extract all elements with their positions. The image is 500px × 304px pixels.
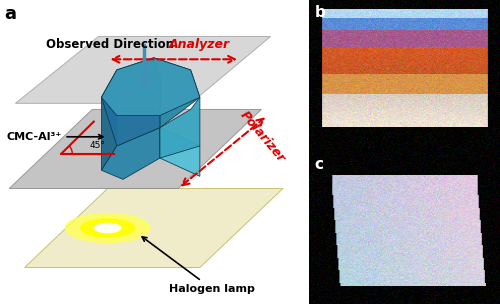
Text: CMC-Al³⁺: CMC-Al³⁺ xyxy=(6,132,103,142)
Text: Polarizer: Polarizer xyxy=(238,109,288,165)
Text: a: a xyxy=(4,5,16,22)
Polygon shape xyxy=(154,58,200,128)
Polygon shape xyxy=(102,58,160,146)
Polygon shape xyxy=(102,70,117,170)
Polygon shape xyxy=(160,97,200,158)
Polygon shape xyxy=(102,128,160,179)
Text: 45°: 45° xyxy=(89,141,105,150)
Text: Halogen lamp: Halogen lamp xyxy=(142,237,255,294)
Polygon shape xyxy=(24,188,283,268)
Polygon shape xyxy=(102,58,200,116)
Polygon shape xyxy=(9,109,262,188)
Polygon shape xyxy=(160,128,200,176)
Text: b: b xyxy=(314,5,326,19)
Text: c: c xyxy=(314,157,324,171)
Text: Observed Direction: Observed Direction xyxy=(46,38,174,50)
Ellipse shape xyxy=(64,213,150,243)
Polygon shape xyxy=(16,36,270,103)
Ellipse shape xyxy=(94,223,122,233)
Text: Analyzer: Analyzer xyxy=(170,38,230,50)
Ellipse shape xyxy=(80,218,136,238)
